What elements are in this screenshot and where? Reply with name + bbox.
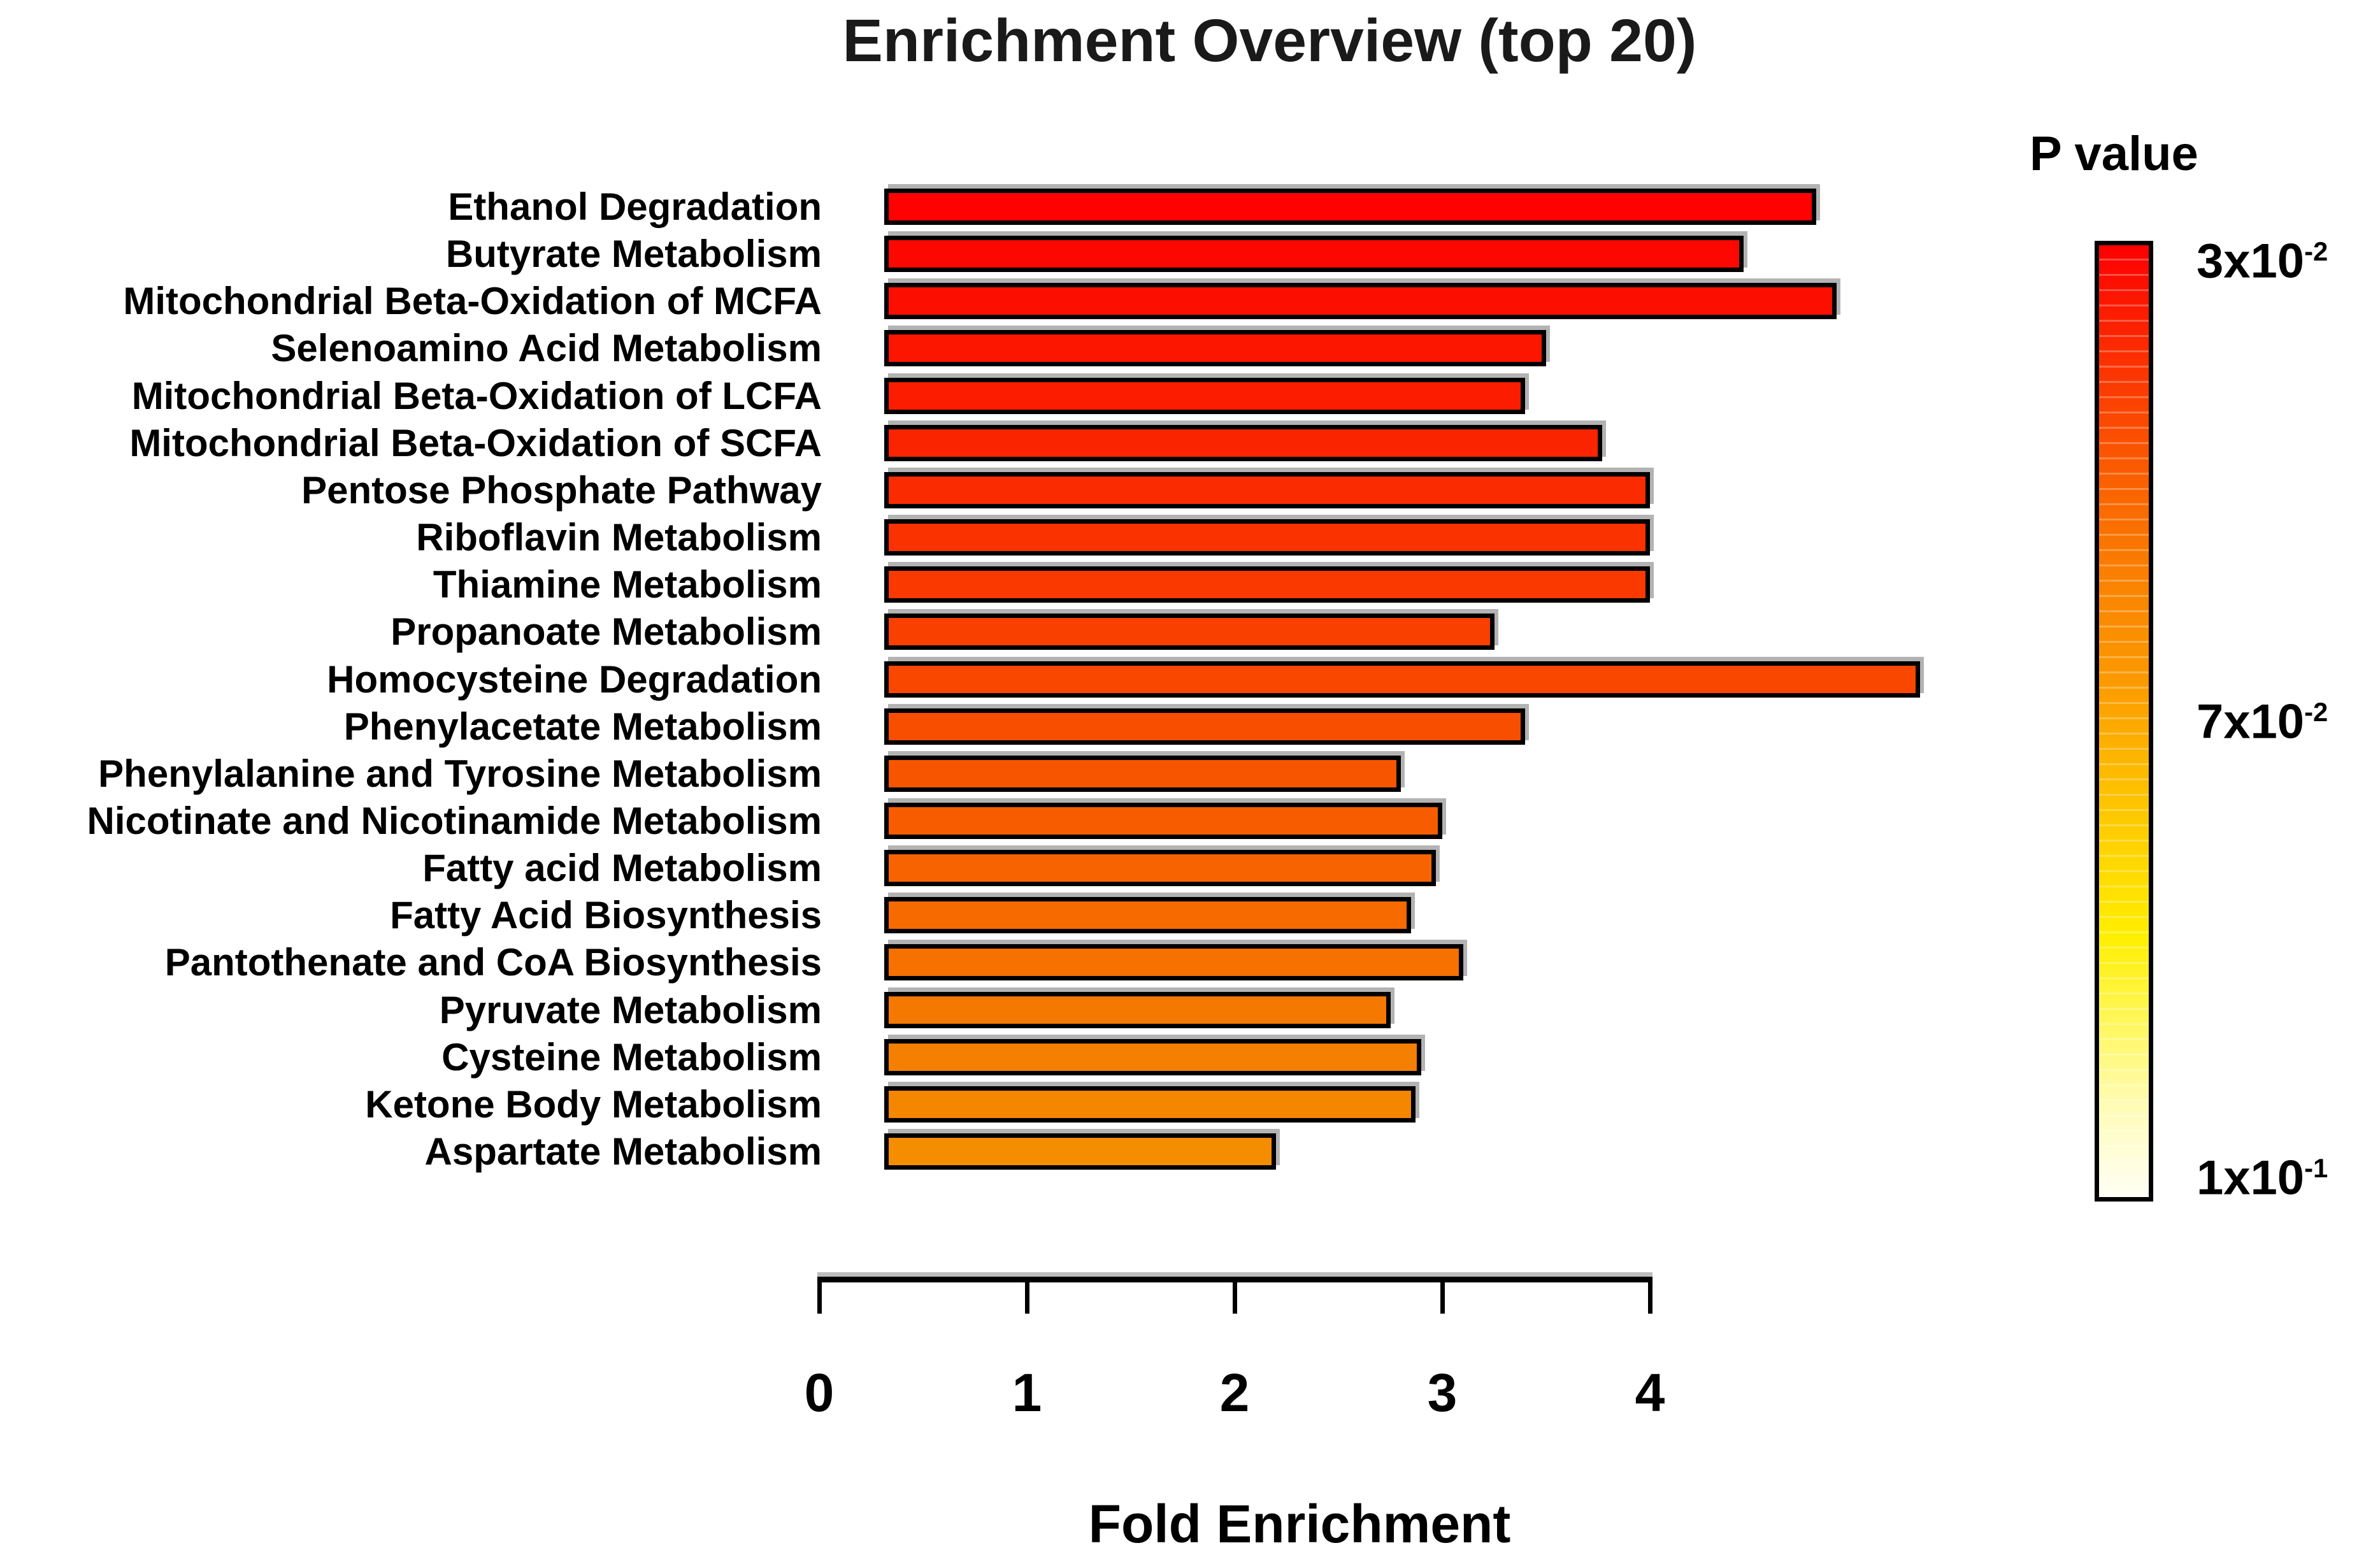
colorbar-label-top-exponent: -2 bbox=[2304, 236, 2328, 267]
bar bbox=[884, 330, 1546, 366]
x-axis-tick-label: 2 bbox=[1219, 1363, 1250, 1423]
x-axis-tick bbox=[817, 1277, 822, 1314]
x-axis-tick-label: 3 bbox=[1427, 1363, 1458, 1423]
y-axis-label: Aspartate Metabolism bbox=[424, 1130, 822, 1173]
bar bbox=[884, 1133, 1276, 1170]
x-axis-tick-label: 4 bbox=[1635, 1363, 1665, 1423]
bar bbox=[884, 756, 1401, 792]
bar bbox=[884, 425, 1602, 461]
y-axis-label: Selenoamino Acid Metabolism bbox=[271, 327, 822, 370]
bar bbox=[884, 1039, 1421, 1075]
bar bbox=[884, 1086, 1416, 1123]
y-axis-label: Mitochondrial Beta-Oxidation of MCFA bbox=[123, 280, 822, 322]
bar bbox=[884, 613, 1495, 650]
y-axis-label: Homocysteine Degradation bbox=[327, 658, 822, 701]
colorbar-label-mid-base: 7x10 bbox=[2197, 694, 2305, 749]
y-axis-label: Mitochondrial Beta-Oxidation of LCFA bbox=[131, 375, 822, 417]
y-axis-label: Mitochondrial Beta-Oxidation of SCFA bbox=[129, 422, 822, 464]
bar bbox=[884, 472, 1650, 508]
bar bbox=[884, 283, 1837, 319]
x-axis-tick bbox=[1648, 1277, 1652, 1314]
y-axis-label: Phenylalanine and Tyrosine Metabolism bbox=[98, 752, 822, 795]
colorbar-title: P value bbox=[2030, 127, 2198, 181]
x-axis-tick bbox=[1025, 1277, 1029, 1314]
colorbar-gradient bbox=[2095, 241, 2153, 1202]
colorbar-label-top: 3x10-2 bbox=[2197, 234, 2328, 289]
y-axis-label: Ketone Body Metabolism bbox=[365, 1083, 822, 1126]
y-axis-label: Butyrate Metabolism bbox=[445, 233, 822, 275]
y-axis-label: Ethanol Degradation bbox=[448, 185, 822, 228]
bar bbox=[884, 189, 1816, 225]
x-axis-tick bbox=[1233, 1277, 1237, 1314]
y-axis-label: Riboflavin Metabolism bbox=[416, 516, 822, 559]
y-axis-label: Pyruvate Metabolism bbox=[439, 989, 822, 1031]
bar bbox=[884, 850, 1436, 886]
x-axis-tick-label: 1 bbox=[1012, 1363, 1042, 1423]
y-axis-label: Thiamine Metabolism bbox=[433, 563, 822, 606]
colorbar-label-bottom-exponent: -1 bbox=[2304, 1153, 2328, 1184]
colorbar-label-mid: 7x10-2 bbox=[2197, 694, 2328, 750]
bar bbox=[884, 944, 1463, 980]
colorbar-label-bottom: 1x10-1 bbox=[2197, 1151, 2328, 1206]
y-axis-label: Nicotinate and Nicotinamide Metabolism bbox=[87, 800, 822, 842]
bar bbox=[884, 661, 1920, 698]
y-axis-label: Fatty Acid Biosynthesis bbox=[390, 894, 822, 936]
y-axis-label: Pantothenate and CoA Biosynthesis bbox=[164, 941, 822, 984]
x-axis-tick-label: 0 bbox=[804, 1363, 835, 1423]
colorbar-label-bottom-base: 1x10 bbox=[2197, 1151, 2305, 1205]
bar bbox=[884, 519, 1650, 556]
y-axis-label: Fatty acid Metabolism bbox=[422, 847, 822, 889]
colorbar-label-top-base: 3x10 bbox=[2197, 234, 2305, 289]
bar bbox=[884, 992, 1391, 1028]
bar bbox=[884, 378, 1525, 414]
chart-title: Enrichment Overview (top 20) bbox=[842, 7, 1697, 75]
x-axis-tick bbox=[1440, 1277, 1445, 1314]
x-axis-title: Fold Enrichment bbox=[1088, 1494, 1511, 1554]
bar bbox=[884, 236, 1744, 272]
bar bbox=[884, 566, 1650, 603]
y-axis-label: Propanoate Metabolism bbox=[391, 610, 822, 653]
y-axis-label: Phenylacetate Metabolism bbox=[343, 705, 822, 748]
bar bbox=[884, 803, 1442, 839]
bar bbox=[884, 897, 1411, 933]
colorbar-label-mid-exponent: -2 bbox=[2304, 697, 2328, 728]
y-axis-label: Cysteine Metabolism bbox=[441, 1036, 822, 1079]
bar bbox=[884, 708, 1525, 745]
y-axis-label: Pentose Phosphate Pathway bbox=[301, 469, 822, 512]
